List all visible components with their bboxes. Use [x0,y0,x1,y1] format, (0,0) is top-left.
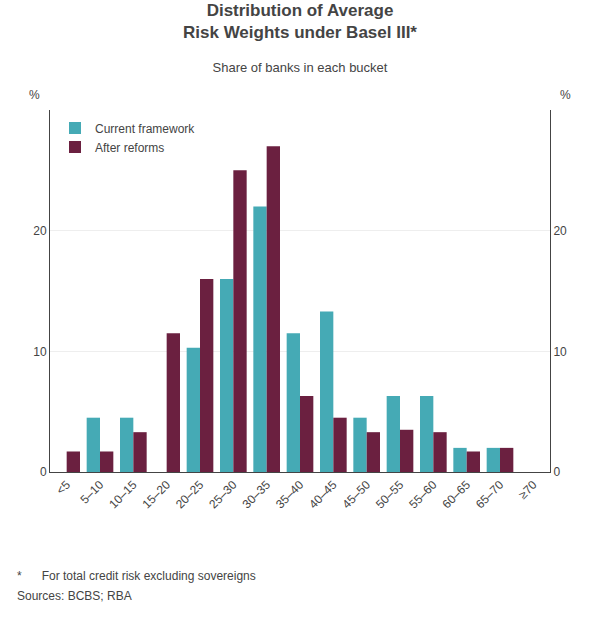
svg-text:0: 0 [40,465,47,479]
svg-text:≥70: ≥70 [516,478,540,502]
svg-text:10: 10 [33,345,47,359]
svg-text:Distribution of AverageRisk We: Distribution of AverageRisk Weights unde… [183,1,417,42]
svg-text:10–15: 10–15 [106,478,140,512]
svg-text:* For total credit risk e: * For total credit risk excluding sovere… [17,569,256,583]
svg-text:65–70: 65–70 [473,478,507,512]
svg-text:10: 10 [553,345,567,359]
svg-text:Share of banks in each bucket: Share of banks in each bucket [213,60,388,75]
svg-text:0: 0 [553,465,560,479]
svg-text:35–40: 35–40 [273,478,307,512]
svg-text:25–30: 25–30 [206,478,240,512]
svg-text:50–55: 50–55 [373,478,407,512]
svg-text:20: 20 [33,224,47,238]
svg-text:55–60: 55–60 [406,478,440,512]
svg-text:Sources: BCBS; RBA: Sources: BCBS; RBA [17,589,132,603]
svg-text:15–20: 15–20 [140,478,174,512]
svg-text:Current framework: Current framework [95,122,195,136]
svg-text:40–45: 40–45 [306,478,340,512]
svg-text:30–35: 30–35 [240,478,274,512]
svg-text:20–25: 20–25 [173,478,207,512]
svg-text:60–65: 60–65 [440,478,474,512]
svg-text:After reforms: After reforms [95,141,164,155]
svg-text:<5: <5 [53,478,73,498]
svg-text:45–50: 45–50 [340,478,374,512]
svg-text:5–10: 5–10 [78,478,107,507]
svg-text:%: % [29,88,40,102]
svg-text:20: 20 [553,224,567,238]
svg-text:%: % [560,88,571,102]
